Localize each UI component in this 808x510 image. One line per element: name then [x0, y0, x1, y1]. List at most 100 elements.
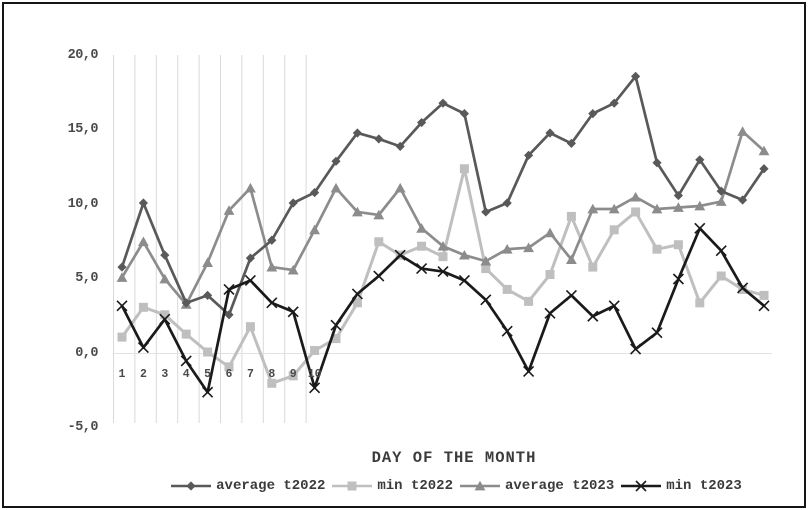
square-marker-icon: [545, 270, 555, 280]
series-line-min-t2022: [120, 167, 766, 385]
diamond-marker-icon: [738, 195, 748, 205]
series-line-average-t2023: [120, 130, 766, 306]
legend-diamond-sample-icon: [171, 481, 212, 491]
square-marker-icon: [459, 164, 469, 174]
square-marker-icon: [117, 332, 127, 342]
y-tick-label: 20,0: [67, 47, 99, 63]
x-tick-label: 3: [161, 368, 169, 381]
diamond-marker-icon: [652, 158, 662, 168]
triangle-marker-icon: [309, 224, 320, 235]
diamond-marker-icon: [267, 235, 277, 245]
diamond-marker-icon: [352, 128, 362, 138]
legend-item-average-t2023: average t2023: [459, 478, 614, 494]
x-marker-icon: [202, 386, 214, 398]
x-tick-label: 5: [204, 368, 212, 381]
diamond-marker-icon: [695, 155, 705, 165]
x-marker-icon: [458, 274, 470, 287]
triangle-marker-icon: [587, 203, 599, 214]
diamond-marker-icon: [224, 310, 234, 320]
diamond-marker-icon: [502, 198, 512, 208]
triangle-marker-icon: [202, 257, 213, 268]
square-marker-icon: [160, 310, 170, 320]
x-tick-label: 6: [225, 368, 233, 381]
legend-label: min t2023: [666, 478, 742, 494]
x-tick-label: 4: [182, 368, 190, 381]
triangle-marker-icon: [245, 182, 256, 193]
x-marker-icon: [116, 300, 128, 312]
square-marker-icon: [352, 298, 362, 308]
diamond-marker-icon: [331, 156, 341, 166]
triangle-marker-icon: [673, 202, 684, 212]
square-marker-icon: [347, 481, 357, 491]
x-tick-label: 7: [246, 368, 254, 381]
triangle-marker-icon: [758, 145, 770, 156]
diamond-marker-icon: [288, 198, 298, 208]
diamond-marker-icon: [759, 164, 769, 174]
x-marker-icon: [523, 365, 535, 377]
diamond-marker-icon: [588, 109, 598, 119]
triangle-marker-icon: [480, 255, 492, 266]
legend-item-min-t2023: min t2023: [620, 478, 742, 494]
square-marker-icon: [524, 296, 534, 306]
x-marker-icon: [758, 300, 770, 312]
x-marker-icon: [501, 325, 513, 337]
triangle-marker-icon: [715, 196, 727, 206]
square-marker-icon: [481, 264, 491, 274]
x-marker-icon: [373, 270, 385, 282]
triangle-marker-icon: [630, 191, 641, 202]
x-marker-icon: [330, 319, 342, 331]
x-marker-icon: [287, 306, 299, 318]
diamond-marker-icon: [160, 250, 170, 260]
triangle-marker-icon: [138, 236, 149, 247]
triangle-marker-icon: [544, 227, 556, 238]
y-tick-label: 15,0: [67, 122, 99, 137]
x-marker-icon: [394, 249, 406, 261]
x-marker-icon: [480, 294, 492, 306]
diamond-marker-icon: [459, 109, 469, 119]
x-marker-icon: [544, 307, 556, 319]
square-marker-icon: [181, 329, 191, 339]
square-marker-icon: [631, 207, 641, 217]
legend-item-min-t2022: min t2022: [331, 478, 453, 494]
x-marker-icon: [137, 341, 149, 354]
x-marker-icon: [587, 310, 599, 322]
x-marker-icon: [651, 327, 663, 339]
diamond-marker-icon: [310, 187, 320, 198]
diamond-marker-icon: [245, 253, 255, 263]
square-marker-icon: [310, 346, 320, 356]
square-marker-icon: [138, 302, 148, 312]
legend-x-sample-icon: [621, 480, 662, 492]
diamond-marker-icon: [631, 71, 641, 81]
square-marker-icon: [288, 371, 298, 381]
square-marker-icon: [502, 284, 512, 294]
legend-triangle-sample-icon: [460, 480, 500, 491]
triangle-marker-icon: [437, 241, 449, 251]
chart-legend: average t2022 min t2022 average t2023 min t…: [120, 478, 792, 494]
triangle-marker-icon: [266, 261, 278, 272]
diamond-marker-icon: [545, 128, 555, 138]
triangle-marker-icon: [459, 249, 470, 260]
y-tick-label: -5,0: [67, 420, 99, 435]
y-tick-label: 5,0: [75, 271, 98, 286]
triangle-marker-icon: [159, 273, 171, 284]
x-tick-label: 2: [139, 368, 147, 381]
triangle-marker-icon: [116, 272, 128, 282]
triangle-marker-icon: [287, 264, 299, 275]
square-marker-icon: [374, 237, 384, 247]
square-marker-icon: [609, 225, 619, 235]
triangle-marker-icon: [651, 203, 663, 214]
diamond-marker-icon: [609, 98, 619, 108]
x-tick-label: 8: [268, 368, 276, 381]
triangle-marker-icon: [608, 203, 620, 214]
triangle-marker-icon: [352, 206, 363, 217]
triangle-marker-icon: [566, 254, 577, 265]
square-marker-icon: [267, 378, 277, 388]
x-marker-icon: [351, 288, 363, 300]
square-marker-icon: [652, 244, 662, 254]
square-marker-icon: [224, 362, 234, 372]
legend-item-average-t2022: average t2022: [170, 478, 325, 494]
x-tick-label: 10: [307, 368, 322, 381]
diamond-marker-icon: [481, 207, 491, 217]
